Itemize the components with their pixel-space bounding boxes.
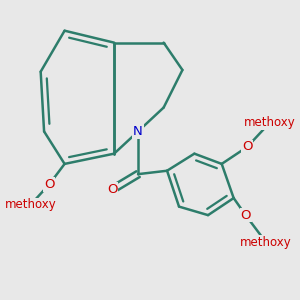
- Text: N: N: [133, 125, 143, 138]
- Text: methoxy: methoxy: [244, 116, 296, 129]
- Text: O: O: [240, 208, 251, 222]
- Text: O: O: [242, 140, 253, 153]
- Text: O: O: [107, 183, 118, 196]
- Text: methoxy: methoxy: [240, 236, 292, 249]
- Text: methoxy: methoxy: [4, 198, 56, 212]
- Text: O: O: [44, 178, 55, 191]
